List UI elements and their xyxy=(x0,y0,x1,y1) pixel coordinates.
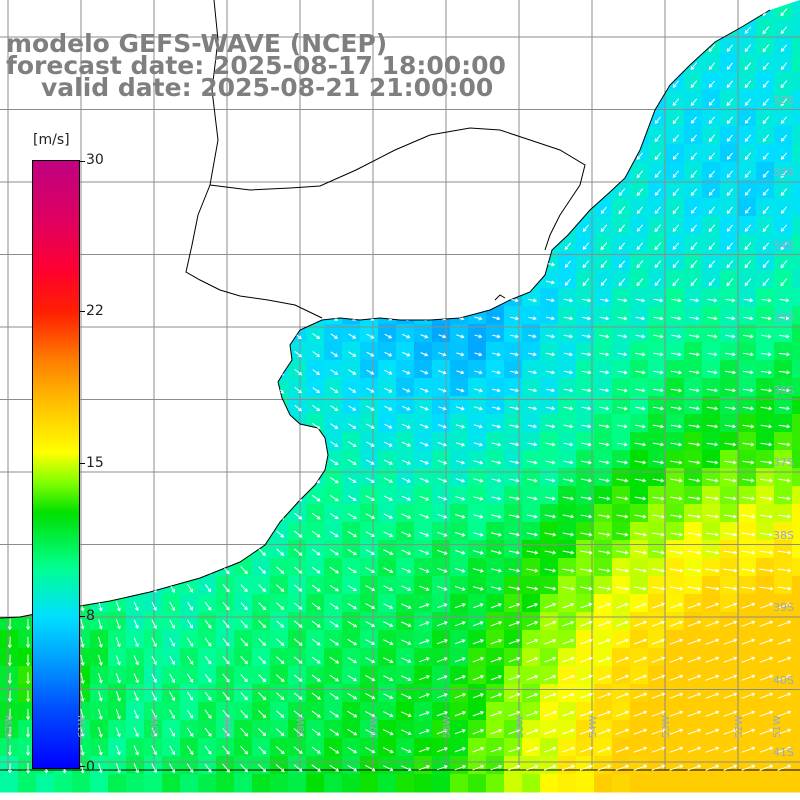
coastline xyxy=(0,0,771,619)
lon-label-53w: 53W xyxy=(661,715,672,738)
lat-label-34s: 34S xyxy=(773,239,794,252)
colorbar-tick-mark xyxy=(79,311,85,312)
lon-label-52w: 52W xyxy=(734,715,745,738)
colorbar-unit: [m/s] xyxy=(33,132,70,148)
lon-label-58w: 58W xyxy=(296,715,307,738)
colorbar-tick-0: 0 xyxy=(86,759,95,775)
colorbar-tick-mark xyxy=(79,766,85,767)
lat-label-37s: 37S xyxy=(773,456,794,469)
model-title: modelo GEFS-WAVE (NCEP) xyxy=(6,29,388,58)
lat-label-38s: 38S xyxy=(773,529,794,542)
lat-label-40s: 40S xyxy=(773,674,794,687)
lon-label-55w: 55W xyxy=(515,715,526,738)
colorbar-tick-mark xyxy=(79,161,85,162)
lat-label-35s: 35S xyxy=(773,311,794,324)
lat-label-36s: 36S xyxy=(773,384,794,397)
colorbar-tick-22: 22 xyxy=(86,303,104,319)
lon-label-57w: 57W xyxy=(369,715,380,738)
colorbar-tick-8: 8 xyxy=(86,608,95,624)
forecast-date: forecast date: 2025-08-17 18:00:00 xyxy=(6,51,506,80)
colorbar-tick-mark xyxy=(79,616,85,617)
lon-label-60w: 60W xyxy=(150,715,161,738)
lon-label-59w: 59W xyxy=(223,715,234,738)
lon-label-61w: 61W xyxy=(77,715,88,738)
lon-label-56w: 56W xyxy=(442,715,453,738)
lat-label-39s: 39S xyxy=(773,601,794,614)
lat-label-33s: 33S xyxy=(773,166,794,179)
colorbar xyxy=(32,160,80,769)
colorbar-tick-30: 30 xyxy=(86,152,104,168)
lon-label-54w: 54W xyxy=(588,715,599,738)
valid-date: valid date: 2025-08-21 21:00:00 xyxy=(41,73,494,102)
colorbar-tick-15: 15 xyxy=(86,455,104,471)
lon-label-51w: 51W xyxy=(772,715,783,738)
colorbar-tick-mark xyxy=(79,463,85,464)
lon-label-62w: 62W xyxy=(4,715,15,738)
lat-label-32s: 32S xyxy=(773,94,794,107)
lat-label-41s: 41S xyxy=(773,746,794,759)
